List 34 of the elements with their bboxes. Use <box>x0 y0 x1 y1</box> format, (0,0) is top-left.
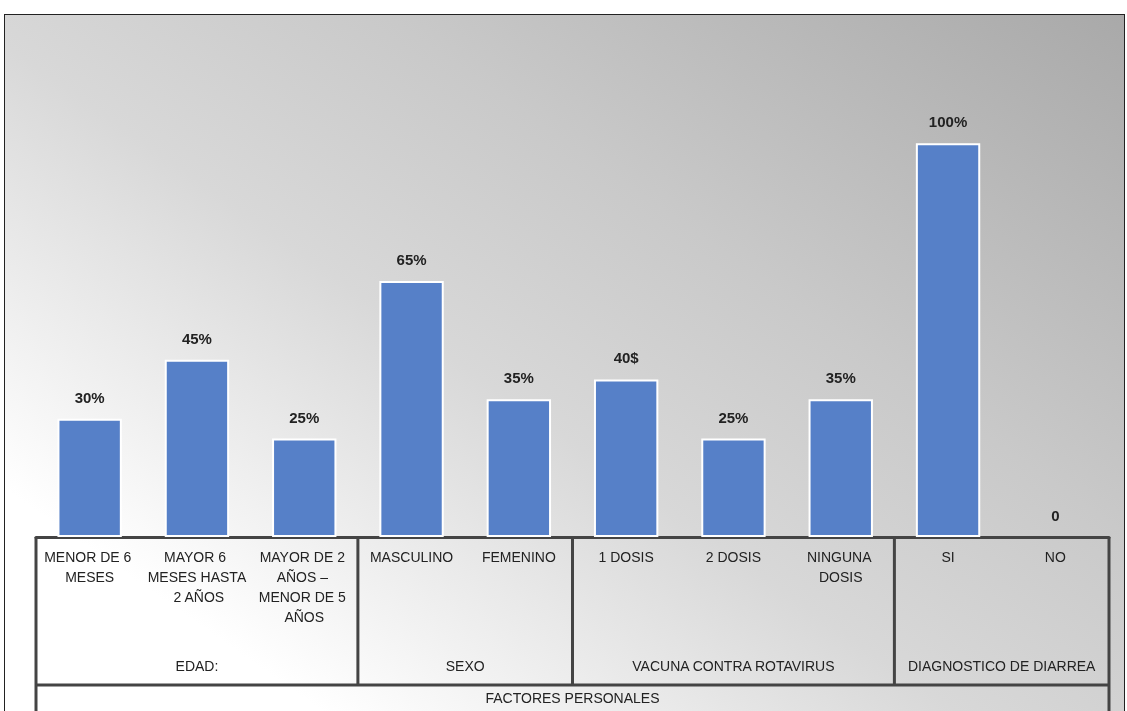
x-tick-label: FEMENINO <box>481 549 556 565</box>
bar <box>379 281 444 537</box>
x-tick-label: MENOR DE 6 MESES <box>44 549 136 585</box>
x-tick-label: 1 DOSIS <box>598 549 654 565</box>
text: EDAD: <box>175 658 219 674</box>
data-label: 25% <box>718 408 749 426</box>
bar <box>593 379 659 537</box>
bar <box>164 359 230 537</box>
data-label: 25% <box>289 408 320 426</box>
bar <box>701 438 766 537</box>
text: VACUNA CONTRA ROTAVIRUS <box>632 658 835 674</box>
data-label: 45% <box>181 329 212 347</box>
data-label: 40$ <box>613 349 640 367</box>
x-tick-label: NO <box>1044 549 1066 565</box>
x-tick-label: MAYOR DE 2 AÑOS – MENOR DE 5 AÑOS <box>258 549 350 625</box>
x-tick-label: NINGUNA DOSIS <box>806 549 875 585</box>
x-tick-label: 2 DOSIS <box>705 549 762 565</box>
x-tick-label: MASCULINO <box>369 549 454 565</box>
data-label: 65% <box>396 251 427 268</box>
text: SEXO <box>445 658 485 674</box>
text: DIAGNOSTICO DE DIARREA <box>907 658 1097 674</box>
bar <box>57 418 122 537</box>
x-tick-label: MAYOR 6 MESES HASTA 2 AÑOS <box>147 549 247 605</box>
data-label: 35% <box>503 369 534 387</box>
bar <box>486 399 552 537</box>
data-label: 100% <box>928 113 968 131</box>
data-label: 35% <box>825 369 856 387</box>
bar <box>915 143 981 537</box>
text: FACTORES PERSONALES <box>485 690 660 706</box>
bar <box>272 438 337 537</box>
x-tick-label: SI <box>941 549 955 565</box>
bar <box>808 399 873 537</box>
data-label: 0 <box>1051 507 1060 524</box>
data-label: 30% <box>74 388 105 406</box>
